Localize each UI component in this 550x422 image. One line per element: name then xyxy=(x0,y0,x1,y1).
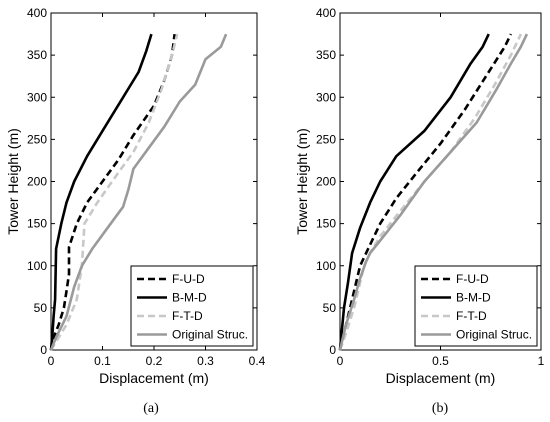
y-tick-label: 0 xyxy=(329,343,336,357)
x-tick-label: 0 xyxy=(48,354,55,368)
legend: F-U-D B-M-D F-T-D Original Struc. xyxy=(130,265,254,347)
legend-entry-label: B-M-D xyxy=(456,291,491,305)
chart-panel-b: 0 50 100 150 200 250 300 350 400 0 0.5 1 Displacemen… xyxy=(294,6,545,416)
series-line-f-t-d xyxy=(338,33,523,351)
series-line-f-u-d xyxy=(338,33,513,351)
y-tick-label: 350 xyxy=(316,48,336,62)
y-tick-label: 200 xyxy=(27,175,47,189)
panel-label: (b) xyxy=(432,401,449,416)
x-tick-label: 0.5 xyxy=(432,354,449,368)
y-axis-label: Tower Height (m) xyxy=(5,128,21,235)
y-tick-label: 200 xyxy=(316,175,336,189)
legend-entry-label: F-U-D xyxy=(456,272,489,286)
series-line-f-t-d xyxy=(49,33,179,351)
legend-entry-label: B-M-D xyxy=(172,291,207,305)
y-tick-label: 150 xyxy=(316,217,336,231)
x-tick-label: 0.2 xyxy=(146,354,163,368)
y-tick-label: 50 xyxy=(323,301,337,315)
y-tick-label: 400 xyxy=(27,6,47,20)
y-tick-label: 300 xyxy=(316,90,336,104)
y-tick-label: 300 xyxy=(27,90,47,104)
series-line-b-m-d xyxy=(338,33,490,351)
legend-entry-label: F-U-D xyxy=(172,272,205,286)
y-axis-label: Tower Height (m) xyxy=(294,128,310,235)
y-tick-label: 350 xyxy=(27,48,47,62)
y-tick-label: 150 xyxy=(27,217,47,231)
y-tick-label: 100 xyxy=(316,259,336,273)
x-axis-label: Displacement (m) xyxy=(386,370,496,386)
y-tick-label: 0 xyxy=(40,343,47,357)
y-tick-label: 50 xyxy=(34,301,48,315)
y-tick-label: 250 xyxy=(316,132,336,146)
x-tick-label: 0.3 xyxy=(197,354,214,368)
panel-label: (a) xyxy=(143,401,159,416)
legend: F-U-D B-M-D F-T-D Original Struc. xyxy=(414,265,538,347)
series-line-original-struc xyxy=(49,33,228,351)
y-tick-label: 250 xyxy=(27,132,47,146)
x-tick-label: 0.4 xyxy=(249,354,266,368)
series-line-b-m-d xyxy=(49,33,153,351)
x-axis-label: Displacement (m) xyxy=(99,370,209,386)
y-tick-label: 400 xyxy=(316,6,336,20)
legend-entry-label: F-T-D xyxy=(456,309,487,323)
legend-entry-label: F-T-D xyxy=(172,309,203,323)
y-tick-label: 100 xyxy=(27,259,47,273)
legend-entry-label: Original Struc. xyxy=(172,328,248,342)
series-line-original-struc xyxy=(338,33,529,351)
x-tick-label: 0 xyxy=(337,354,344,368)
legend-entry-label: Original Struc. xyxy=(456,328,532,342)
series-line-f-u-d xyxy=(49,33,176,351)
x-tick-label: 1 xyxy=(538,354,545,368)
x-tick-label: 0.1 xyxy=(94,354,111,368)
chart-panel-a: 0 50 100 150 200 250 300 350 400 0 0.1 0.2 0.3 0.4 Dis… xyxy=(5,6,266,416)
